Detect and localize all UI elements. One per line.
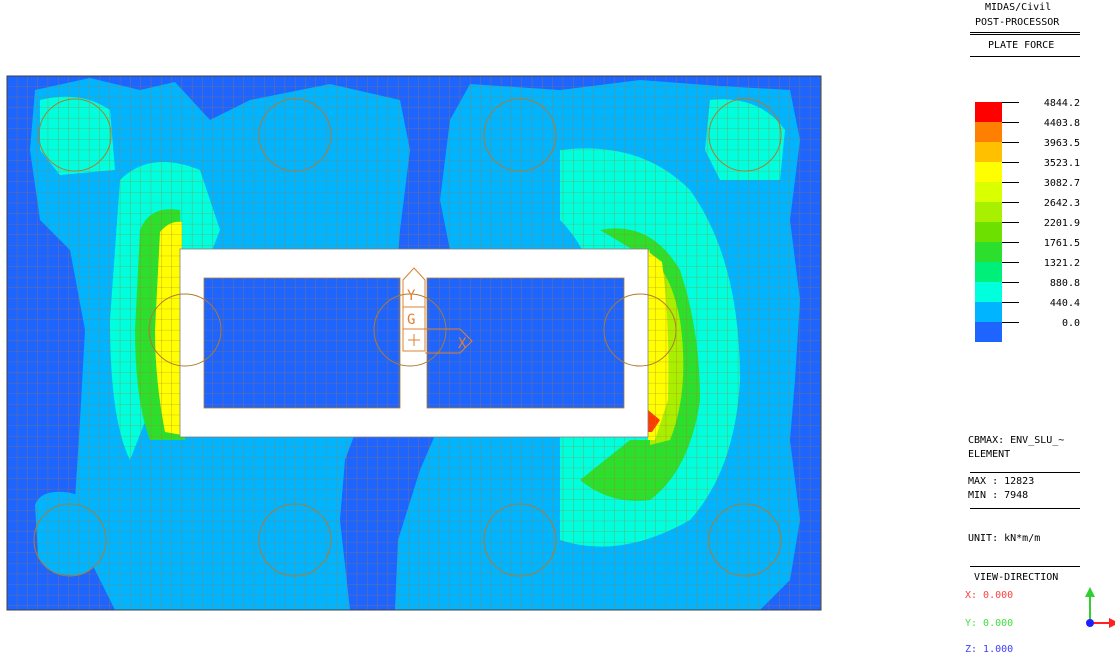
legend-tick bbox=[1002, 102, 1019, 103]
legend-swatch bbox=[975, 262, 1002, 282]
view-direction-title: VIEW-DIRECTION bbox=[974, 572, 1059, 583]
axis-label-x: X bbox=[458, 336, 467, 352]
legend-tick bbox=[1002, 222, 1019, 223]
axis-label-g: G bbox=[407, 312, 415, 328]
legend-swatch bbox=[975, 182, 1002, 202]
legend-tick bbox=[1002, 182, 1019, 183]
legend-value: 1761.5 bbox=[1043, 238, 1080, 249]
legend-swatch bbox=[975, 282, 1002, 302]
plate-outline bbox=[6, 75, 822, 611]
legend-swatch bbox=[975, 102, 1002, 122]
legend-tick bbox=[1002, 262, 1019, 263]
axis-label-y: Y bbox=[407, 288, 416, 304]
view-direction-x: X: 0.000 bbox=[965, 590, 1014, 601]
legend-value: 3082.7 bbox=[1043, 178, 1080, 189]
opening-outline bbox=[179, 248, 649, 438]
legend-swatch bbox=[975, 122, 1002, 142]
legend-tick bbox=[1002, 122, 1019, 123]
legend-tick bbox=[1002, 142, 1019, 143]
view-direction-y: Y: 0.000 bbox=[965, 618, 1014, 629]
load-case-scope: ELEMENT bbox=[968, 449, 1011, 460]
legend-value: 2642.3 bbox=[1043, 198, 1080, 209]
legend-value: 4844.2 bbox=[1043, 98, 1080, 109]
max-value: MAX : 12823 bbox=[968, 476, 1035, 487]
legend-value: 4403.8 bbox=[1043, 118, 1080, 129]
result-type: PLATE FORCE bbox=[988, 40, 1055, 51]
model-viewport[interactable]: Y G X bbox=[0, 0, 960, 662]
legend-swatch bbox=[975, 322, 1002, 342]
legend-swatch bbox=[975, 222, 1002, 242]
legend-tick bbox=[1002, 202, 1019, 203]
legend-tick bbox=[1002, 302, 1019, 303]
legend-value: 3523.1 bbox=[1043, 158, 1080, 169]
legend-swatch bbox=[975, 142, 1002, 162]
view-axis-triad-icon bbox=[1085, 587, 1115, 628]
legend-value: 440.4 bbox=[1049, 298, 1080, 309]
unit-label: UNIT: kN*m/m bbox=[968, 533, 1041, 544]
legend-value: 880.8 bbox=[1049, 278, 1080, 289]
legend-swatch bbox=[975, 162, 1002, 182]
legend-value: 3963.5 bbox=[1043, 138, 1080, 149]
min-value: MIN : 7948 bbox=[968, 490, 1029, 501]
legend-swatch bbox=[975, 242, 1002, 262]
legend-value: 2201.9 bbox=[1043, 218, 1080, 229]
view-direction-z: Z: 1.000 bbox=[965, 644, 1014, 655]
legend-tick bbox=[1002, 322, 1019, 323]
post-processor-panel: MIDAS/Civil POST-PROCESSOR PLATE FORCE 4… bbox=[960, 0, 1120, 662]
legend-value: 0.0 bbox=[1061, 318, 1080, 329]
legend-value: 1321.2 bbox=[1043, 258, 1080, 269]
legend-tick bbox=[1002, 282, 1019, 283]
legend-swatch bbox=[975, 302, 1002, 322]
app-name: MIDAS/Civil bbox=[985, 2, 1052, 13]
module-name: POST-PROCESSOR bbox=[975, 17, 1060, 28]
legend-tick bbox=[1002, 162, 1019, 163]
plate-contour-plot[interactable]: Y G X bbox=[0, 0, 960, 662]
legend-tick bbox=[1002, 242, 1019, 243]
load-case-label: CBMAX: ENV_SLU_~ bbox=[968, 435, 1065, 446]
legend-swatch bbox=[975, 202, 1002, 222]
local-axis-marker bbox=[402, 267, 473, 354]
pile-circles bbox=[33, 98, 782, 577]
